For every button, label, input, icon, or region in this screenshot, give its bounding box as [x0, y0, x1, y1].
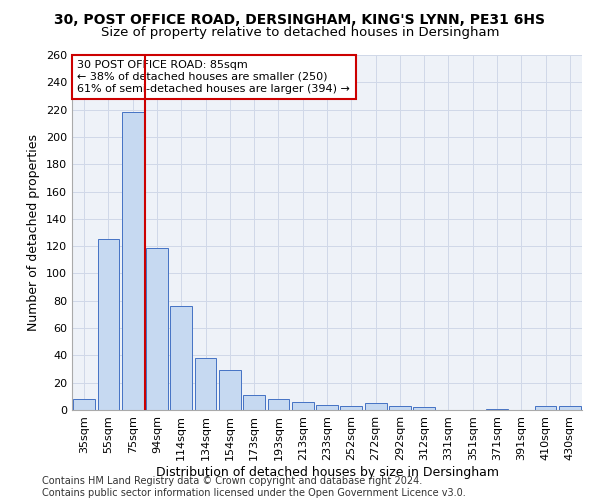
Bar	[413, 408, 435, 410]
Bar	[389, 406, 411, 410]
Bar	[316, 404, 338, 410]
Bar	[97, 240, 119, 410]
Bar	[146, 248, 168, 410]
Bar	[73, 399, 95, 410]
Bar	[268, 399, 289, 410]
Bar	[535, 406, 556, 410]
Bar	[559, 406, 581, 410]
Bar	[340, 406, 362, 410]
X-axis label: Distribution of detached houses by size in Dersingham: Distribution of detached houses by size …	[155, 466, 499, 478]
Text: 30, POST OFFICE ROAD, DERSINGHAM, KING'S LYNN, PE31 6HS: 30, POST OFFICE ROAD, DERSINGHAM, KING'S…	[55, 12, 545, 26]
Bar	[292, 402, 314, 410]
Text: Size of property relative to detached houses in Dersingham: Size of property relative to detached ho…	[101, 26, 499, 39]
Bar	[243, 395, 265, 410]
Y-axis label: Number of detached properties: Number of detached properties	[28, 134, 40, 331]
Text: Contains HM Land Registry data © Crown copyright and database right 2024.
Contai: Contains HM Land Registry data © Crown c…	[42, 476, 466, 498]
Bar	[486, 408, 508, 410]
Bar	[219, 370, 241, 410]
Text: 30 POST OFFICE ROAD: 85sqm
← 38% of detached houses are smaller (250)
61% of sem: 30 POST OFFICE ROAD: 85sqm ← 38% of deta…	[77, 60, 350, 94]
Bar	[194, 358, 217, 410]
Bar	[170, 306, 192, 410]
Bar	[365, 403, 386, 410]
Bar	[122, 112, 143, 410]
